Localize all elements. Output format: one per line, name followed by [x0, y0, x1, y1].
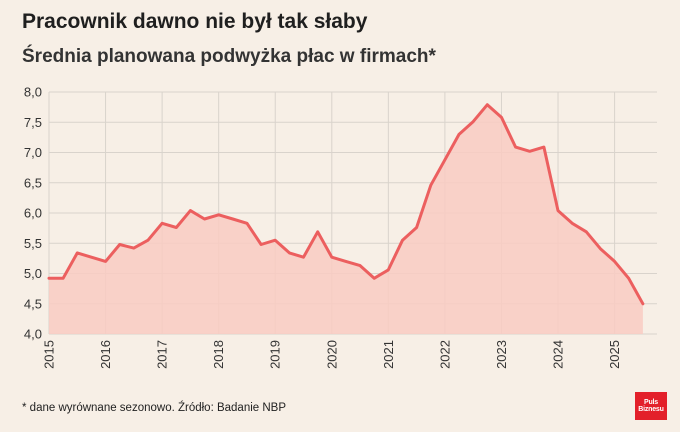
logo-line-2: Biznesu [638, 406, 664, 413]
data-point [231, 217, 234, 221]
chart-title: Pracownik dawno nie był tak słaby [22, 10, 368, 33]
series-area-fill [49, 104, 643, 334]
data-point [259, 243, 263, 246]
data-point [274, 239, 277, 242]
data-point [486, 103, 489, 106]
y-tick-label: 5,0 [24, 266, 42, 281]
chart-subtitle: Średnia planowana podwyżka płac w firmac… [22, 46, 436, 67]
data-point [316, 230, 319, 233]
data-point [429, 184, 432, 187]
data-point [599, 247, 602, 250]
data-point [571, 222, 574, 225]
data-point [514, 145, 517, 149]
data-point [387, 268, 390, 272]
y-tick-label: 4,5 [24, 296, 42, 311]
data-point [160, 222, 164, 225]
data-point [90, 256, 93, 259]
logo-line-1: Puls [644, 399, 658, 406]
x-tick-label: 2017 [155, 340, 170, 369]
x-tick-label: 2023 [494, 340, 509, 369]
y-tick-label: 6,0 [24, 206, 42, 221]
y-tick-label: 5,5 [24, 236, 42, 251]
data-point [146, 239, 150, 242]
data-point [47, 277, 51, 280]
data-point [288, 251, 291, 255]
x-tick-label: 2021 [381, 340, 396, 369]
x-tick-label: 2016 [98, 340, 113, 369]
data-point [472, 120, 475, 123]
x-tick-label: 2015 [42, 340, 57, 369]
data-point [217, 213, 220, 216]
data-point [556, 209, 560, 212]
data-point [245, 222, 249, 225]
data-point [104, 260, 107, 263]
x-axis-tick-labels: 2015 2016 2017 2018 2019 2020 2021 2022 2023 2024… [42, 340, 623, 369]
data-point [641, 302, 645, 305]
data-point [175, 226, 178, 229]
data-point [500, 116, 503, 119]
source-footnote: * dane wyrównane sezonowo. Źródło: Badan… [22, 402, 287, 414]
data-point [76, 251, 79, 255]
data-point [415, 226, 418, 229]
data-point [542, 145, 546, 149]
data-point [401, 239, 404, 242]
y-tick-label: 7,0 [24, 145, 42, 160]
data-point [457, 133, 461, 136]
data-point [189, 209, 192, 212]
data-point [203, 217, 206, 221]
x-tick-label: 2025 [607, 340, 622, 369]
data-point [358, 264, 362, 267]
y-tick-label: 6,5 [24, 175, 42, 190]
y-tick-label: 8,0 [24, 85, 42, 100]
data-point [443, 158, 447, 161]
data-point [528, 150, 531, 153]
y-tick-label: 4,0 [24, 327, 42, 342]
data-point [585, 230, 588, 233]
data-point [61, 277, 65, 280]
data-point [373, 277, 376, 280]
data-point [627, 277, 630, 280]
data-point [302, 256, 305, 259]
x-tick-label: 2022 [437, 340, 452, 369]
x-tick-label: 2024 [551, 340, 566, 369]
x-tick-label: 2019 [268, 340, 283, 369]
data-point [344, 260, 348, 263]
data-point [118, 243, 121, 246]
puls-biznesu-logo: Puls Biznesu [635, 392, 667, 420]
x-tick-label: 2020 [324, 340, 339, 369]
series-layer [47, 103, 645, 334]
x-tick-label: 2018 [211, 340, 226, 369]
data-point [613, 260, 616, 263]
y-tick-label: 7,5 [24, 115, 42, 130]
data-point [132, 246, 135, 250]
y-axis-tick-labels: 4,0 4,5 5,0 5,5 6,0 6,5 7,0 7,5 8,0 [24, 85, 42, 342]
data-point [330, 256, 333, 259]
